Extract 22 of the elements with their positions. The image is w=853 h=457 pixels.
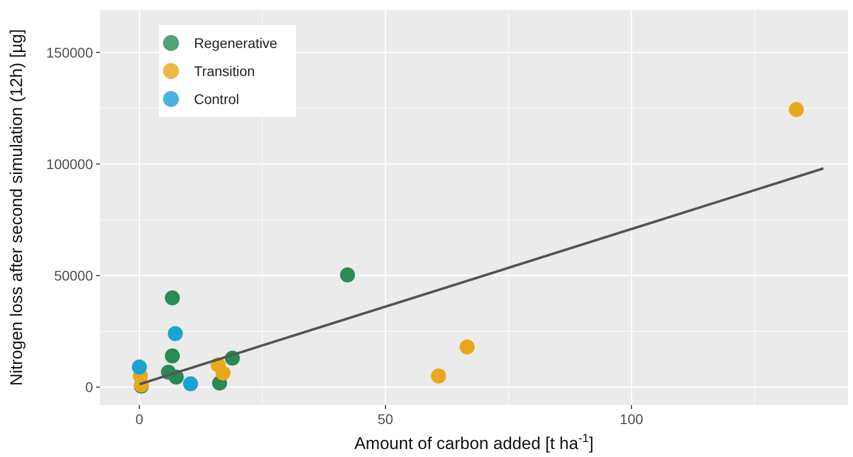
x-tick-label: 100 xyxy=(620,411,644,427)
point xyxy=(164,348,180,364)
point xyxy=(168,326,183,342)
x-tick-label: 50 xyxy=(378,411,394,427)
point xyxy=(460,339,475,354)
point xyxy=(183,376,198,392)
x-axis-title: Amount of carbon added [t ha$^{-1}$] xyxy=(354,431,594,453)
point xyxy=(132,360,147,375)
point xyxy=(164,290,180,306)
point xyxy=(431,368,446,384)
point xyxy=(340,267,356,282)
point xyxy=(216,366,231,381)
point xyxy=(788,102,804,118)
legend-label: Control xyxy=(194,90,240,107)
y-axis-title: Nitrogen loss after second simulation (12h) [µg] xyxy=(7,29,26,386)
y-tick-label: 0 xyxy=(85,379,94,396)
y-tick-label: 50000 xyxy=(54,267,94,284)
y-tick-label: 100000 xyxy=(46,156,94,172)
y-tick-label: 150000 xyxy=(46,44,94,60)
x-tick-label: 0 xyxy=(135,411,144,427)
legend-label: Regenerative xyxy=(194,34,278,51)
legend-label: Transition xyxy=(194,62,255,79)
